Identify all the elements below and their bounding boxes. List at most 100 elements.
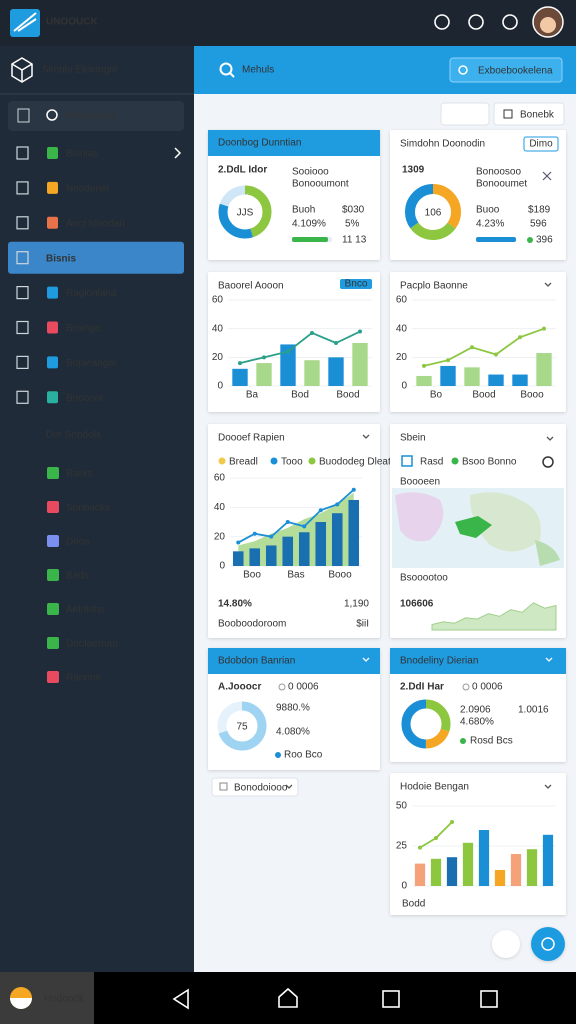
recents-button[interactable] (382, 990, 400, 1008)
chevron (362, 434, 370, 439)
export-button[interactable] (449, 57, 563, 83)
close-icon (542, 171, 552, 181)
back-button[interactable] (172, 988, 189, 1010)
section-title: Dor Snndolx (46, 430, 101, 441)
top-icon[interactable] (468, 14, 484, 30)
line-point (310, 330, 314, 335)
legend-swatch (308, 457, 316, 465)
card-heading: A.Jooocr (218, 682, 261, 693)
menu-text: Broinga (66, 323, 101, 334)
y-tick-label: 40 (214, 502, 226, 513)
card-header (208, 130, 380, 156)
bar (536, 353, 552, 386)
sidebar-search[interactable] (8, 101, 184, 131)
bar (414, 863, 426, 886)
y-tick-label: 0 (401, 381, 407, 392)
donut-segment (405, 184, 461, 240)
card-foot: $iiI (356, 619, 369, 630)
toggle[interactable] (542, 456, 554, 468)
menu-text: Doolaernan (66, 639, 118, 650)
top-icon[interactable] (434, 14, 450, 30)
app-icon (10, 998, 32, 1009)
card-heading: 2.DdL Idor (218, 165, 267, 176)
btn-icon (458, 65, 468, 75)
menu-text: Aelnlohs (66, 605, 104, 616)
menu-icon (47, 535, 59, 547)
card-text: $189 (528, 205, 551, 216)
value: 1,190 (344, 599, 369, 610)
menu-text: Rants (66, 469, 92, 480)
donut-segment (405, 184, 461, 240)
search-icon (219, 62, 233, 76)
legend-swatch (401, 455, 413, 467)
donut-center: 75 (236, 722, 248, 733)
home-button[interactable] (278, 987, 298, 1008)
bar (512, 374, 528, 386)
menu-item[interactable] (8, 560, 184, 590)
line-point (470, 345, 474, 350)
y-tick-label: 0 (217, 381, 223, 392)
bar (249, 548, 261, 566)
chevron (544, 282, 552, 287)
line-point (542, 326, 546, 331)
line-point (318, 508, 323, 513)
line-point (418, 845, 422, 850)
filter-dropdown[interactable] (493, 102, 565, 126)
donut-center: 106 (425, 208, 442, 219)
menu-item[interactable] (8, 458, 184, 488)
donut-center: JJS (237, 208, 254, 219)
outline-icon (16, 286, 29, 300)
status-dot (527, 237, 533, 243)
badge-text: Bnco (345, 279, 368, 290)
top-icon[interactable] (502, 14, 518, 30)
card-heading: 1309 (402, 165, 425, 176)
bar (232, 551, 244, 566)
map-land (470, 492, 541, 552)
overview-button[interactable] (480, 990, 498, 1008)
y-tick-label: 40 (212, 323, 224, 334)
menu-icon (47, 286, 58, 299)
y-tick-label: 20 (212, 352, 224, 363)
card-foot: Bodd (402, 899, 425, 910)
menu-item[interactable] (8, 526, 184, 556)
outline-icon (16, 146, 29, 160)
x-tick-label: Bo (430, 390, 443, 401)
card-title: Baoorel Aooon (218, 281, 284, 292)
menu-icon (47, 321, 58, 334)
x-tick-label: Bood (472, 390, 495, 401)
progress (476, 237, 516, 242)
filter-text: Bonebk (520, 110, 555, 121)
dropdown[interactable] (211, 777, 299, 797)
card-header (390, 648, 566, 674)
y-tick-label: 20 (396, 352, 408, 363)
bar (328, 357, 344, 386)
card-text: Bonooumet (476, 179, 527, 190)
line-point (334, 341, 338, 345)
fab[interactable] (531, 927, 565, 961)
badge (523, 136, 559, 152)
card-title: Simdohn Doonodin (400, 139, 485, 150)
card-text: 11 13 (342, 235, 367, 246)
y-tick-label: 25 (396, 841, 408, 852)
line-point (494, 352, 498, 357)
card-text: 396 (536, 235, 553, 246)
fab[interactable] (492, 930, 520, 958)
chevron (285, 784, 293, 789)
filter-button[interactable] (440, 102, 490, 126)
sidebar (0, 46, 194, 972)
bar (315, 522, 327, 566)
avatar-face (540, 17, 556, 33)
menu-icon (47, 181, 58, 194)
line (423, 327, 545, 367)
y-tick-label: 50 (396, 801, 408, 812)
search-text: Rooonohia (66, 111, 115, 122)
bar (478, 830, 490, 886)
legend-swatch (275, 752, 281, 758)
chevron (362, 657, 370, 662)
bar (265, 545, 277, 566)
active-item[interactable] (8, 241, 184, 274)
dropdown-icon (503, 109, 513, 119)
bar (280, 344, 296, 386)
sparkline-area (431, 602, 557, 631)
